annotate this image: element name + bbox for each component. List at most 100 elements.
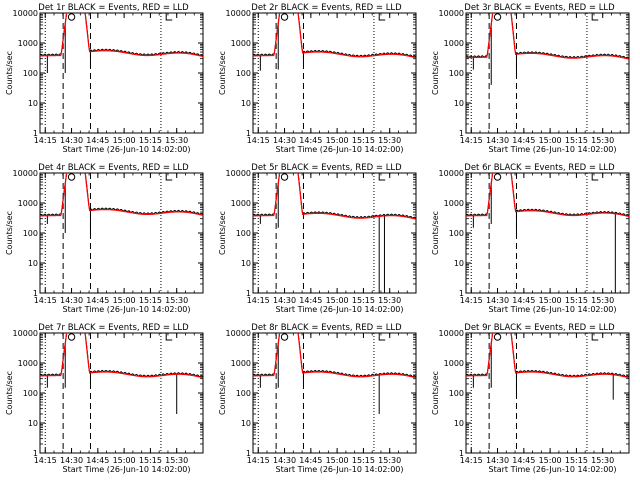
y-tick-label: 1 [33, 129, 38, 138]
y-tick-label: 10000 [13, 9, 38, 18]
x-tick-label: 14:30 [60, 296, 83, 305]
y-tick-label: 1000 [18, 39, 38, 48]
l-marker [591, 333, 599, 341]
x-tick-label: 14:30 [486, 296, 509, 305]
x-tick-label: 15:00 [326, 136, 349, 145]
curve-group [40, 13, 203, 73]
x-tick-label: 15:15 [139, 296, 162, 305]
x-axis-label: Start Time (26-Jun-10 14:02:00) [489, 145, 617, 154]
x-tick-label: 14:45 [86, 456, 109, 465]
events-curve [253, 13, 416, 58]
y-tick-label: 10 [454, 259, 464, 268]
curve-group [253, 13, 416, 71]
detector-panel: Det 3r BLACK = Events, RED = LLD 1 10 100 10… [426, 0, 639, 160]
x-tick-label: 15:15 [139, 136, 162, 145]
panel-plot: Det 6r BLACK = Events, RED = LLD 1 10 100 10… [431, 163, 630, 314]
x-tick-label: 15:30 [591, 136, 614, 145]
y-axis-label: Counts/sec [431, 371, 440, 415]
o-marker [67, 333, 76, 341]
x-tick-label: 14:15 [34, 296, 57, 305]
x-tick-label: 15:15 [139, 456, 162, 465]
x-tick-label: 15:15 [565, 136, 588, 145]
detector-panel: Det 2r BLACK = Events, RED = LLD 1 10 100 10… [213, 0, 426, 160]
lld-curve [253, 173, 416, 220]
l-marker [165, 173, 173, 181]
l-marker [378, 333, 386, 341]
x-axis-label: Start Time (26-Jun-10 14:02:00) [276, 465, 404, 474]
y-tick-label: 100 [23, 389, 38, 398]
x-tick-label: 15:15 [565, 456, 588, 465]
y-tick-label: 10000 [226, 329, 251, 338]
panel-plot: Det 3r BLACK = Events, RED = LLD 1 10 100 10… [431, 3, 630, 154]
x-tick-label: 14:30 [273, 136, 296, 145]
detector-panel: Det 8r BLACK = Events, RED = LLD 1 10 100 10… [213, 320, 426, 480]
y-tick-label: 10 [28, 99, 38, 108]
y-tick-label: 100 [236, 389, 251, 398]
panel-plot: Det 1r BLACK = Events, RED = LLD 1 10 100 10… [5, 3, 204, 154]
x-tick-label: 14:30 [486, 456, 509, 465]
lld-curve [466, 173, 629, 218]
x-tick-label: 15:15 [352, 296, 375, 305]
x-tick-label: 14:15 [247, 456, 270, 465]
curve-group [466, 333, 629, 400]
panel-title: Det 8r BLACK = Events, RED = LLD [251, 323, 402, 333]
x-tick-label: 15:00 [113, 456, 136, 465]
lld-curve [466, 333, 629, 379]
events-curve [40, 333, 203, 378]
y-tick-label: 10000 [13, 329, 38, 338]
x-tick-label: 14:30 [60, 456, 83, 465]
y-tick-label: 10 [28, 419, 38, 428]
x-tick-label: 15:00 [113, 136, 136, 145]
o-marker [280, 13, 289, 21]
x-tick-label: 15:00 [326, 456, 349, 465]
x-tick-label: 14:45 [299, 296, 322, 305]
detector-panel: Det 9r BLACK = Events, RED = LLD 1 10 100 10… [426, 320, 639, 480]
y-axis-label: Counts/sec [218, 371, 227, 415]
x-tick-label: 14:45 [86, 136, 109, 145]
x-tick-label: 15:30 [591, 296, 614, 305]
y-tick-label: 10000 [226, 169, 251, 178]
x-tick-label: 15:00 [539, 296, 562, 305]
lld-curve [40, 13, 203, 58]
y-tick-label: 100 [449, 69, 464, 78]
panel-plot: Det 2r BLACK = Events, RED = LLD 1 10 100 10… [218, 3, 417, 154]
x-tick-label: 14:15 [247, 296, 270, 305]
y-tick-label: 100 [449, 229, 464, 238]
panel-title: Det 9r BLACK = Events, RED = LLD [464, 323, 615, 333]
events-curve [466, 173, 629, 217]
x-tick-label: 14:15 [460, 456, 483, 465]
y-tick-label: 1000 [18, 199, 38, 208]
detector-panel: Det 5r BLACK = Events, RED = LLD 1 10 100 10… [213, 160, 426, 320]
x-tick-label: 15:30 [165, 456, 188, 465]
x-tick-label: 15:15 [565, 296, 588, 305]
events-curve [40, 173, 203, 217]
x-axis-label: Start Time (26-Jun-10 14:02:00) [276, 145, 404, 154]
lld-curve [40, 333, 203, 379]
y-axis-label: Counts/sec [5, 371, 14, 415]
y-tick-label: 10 [241, 419, 251, 428]
events-curve [466, 333, 629, 378]
y-tick-label: 1 [459, 289, 464, 298]
curve-group [40, 173, 203, 233]
curve-group [253, 333, 416, 414]
y-tick-label: 100 [449, 389, 464, 398]
events-curve [40, 13, 203, 57]
y-axis-label: Counts/sec [218, 211, 227, 255]
x-tick-label: 15:30 [378, 296, 401, 305]
x-tick-label: 14:45 [299, 456, 322, 465]
y-tick-label: 1 [246, 289, 251, 298]
curve-group [466, 173, 629, 293]
events-curve [466, 13, 629, 60]
lld-curve [253, 13, 416, 59]
lld-curve [466, 13, 629, 60]
lld-curve [253, 333, 416, 379]
x-tick-label: 14:45 [299, 136, 322, 145]
x-tick-label: 15:30 [378, 136, 401, 145]
x-tick-label: 15:30 [378, 456, 401, 465]
y-axis-label: Counts/sec [218, 51, 227, 95]
l-marker [591, 13, 599, 21]
x-tick-label: 15:00 [539, 136, 562, 145]
panel-plot: Det 9r BLACK = Events, RED = LLD 1 10 100 10… [431, 323, 630, 474]
x-tick-label: 14:30 [60, 136, 83, 145]
y-tick-label: 10000 [226, 9, 251, 18]
